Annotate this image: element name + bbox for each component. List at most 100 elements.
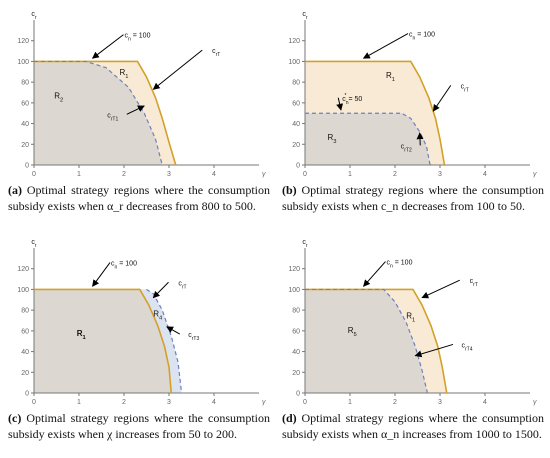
- label-arrow: [362, 33, 409, 59]
- boundary-orange: [34, 288, 173, 394]
- label-arrow: [92, 262, 111, 287]
- boundary-orange: [34, 60, 177, 166]
- y-tick-label: 80: [292, 80, 300, 87]
- region-inner-fill: [34, 289, 172, 393]
- x-tick-label: 4: [483, 171, 487, 178]
- caption-b: (b) Optimal strategy regions where the c…: [282, 182, 544, 214]
- y-tick-label: 100: [17, 59, 29, 66]
- y-axis-label: cr: [31, 11, 37, 21]
- label-arrow: [414, 343, 454, 358]
- y-tick-label: 0: [296, 391, 300, 398]
- region-label: R1: [386, 71, 395, 83]
- boundary-blue-dashed: [305, 112, 431, 166]
- curve-label: cn = 100: [409, 32, 435, 42]
- y-tick-label: 60: [21, 100, 29, 107]
- x-axis-label: γ: [262, 171, 266, 178]
- x-tick-label: 1: [348, 399, 352, 406]
- label-arrow: [421, 279, 460, 299]
- label-arrow: [126, 105, 145, 115]
- y-tick-label: 0: [25, 163, 29, 170]
- x-tick-label: 3: [438, 171, 442, 178]
- y-tick-label: 80: [21, 308, 29, 315]
- boundary-blue-dashed: [34, 60, 163, 166]
- y-tick-label: 120: [288, 38, 300, 45]
- region-label: R5: [348, 326, 357, 338]
- y-tick-label: 0: [25, 391, 29, 398]
- y-tick-label: 60: [292, 100, 300, 107]
- x-tick-label: 0: [303, 399, 307, 406]
- x-tick-label: 1: [77, 171, 81, 178]
- boundary-blue-dashed: [305, 288, 428, 394]
- y-tick-label: 0: [296, 163, 300, 170]
- caption-c-text: Optimal strategy regions where the consu…: [8, 411, 270, 441]
- y-axis-label: cr: [302, 11, 308, 21]
- caption-b-text: Optimal strategy regions where the consu…: [282, 183, 544, 213]
- label-arrow: [152, 281, 169, 299]
- caption-d-text: Optimal strategy regions where the consu…: [282, 411, 544, 441]
- caption-d-tag: (d): [282, 411, 297, 425]
- curve-label: crT3: [188, 332, 199, 342]
- region-label: R1: [120, 68, 129, 80]
- y-tick-label: 20: [292, 370, 300, 377]
- curve-label: cn = 100: [387, 260, 413, 270]
- curve-label: cn = 100: [125, 33, 151, 43]
- y-tick-label: 20: [21, 142, 29, 149]
- x-tick-label: 1: [77, 399, 81, 406]
- y-tick-label: 60: [292, 328, 300, 335]
- curve-label: crT2: [401, 143, 412, 153]
- y-axis-label: cr: [302, 239, 308, 249]
- label-arrow: [91, 34, 124, 59]
- caption-c: (c) Optimal strategy regions where the c…: [8, 410, 270, 442]
- y-tick-label: 80: [21, 80, 29, 87]
- y-tick-label: 120: [17, 38, 29, 45]
- y-tick-label: 40: [292, 349, 300, 356]
- region-label: R4: [153, 309, 163, 321]
- caption-a: (a) Optimal strategy regions where the c…: [8, 182, 270, 214]
- x-axis-label: γ: [262, 399, 266, 406]
- caption-d: (d) Optimal strategy regions where the c…: [282, 410, 544, 442]
- x-axis-label: γ: [533, 399, 537, 406]
- x-tick-label: 2: [122, 399, 126, 406]
- label-arrow: [166, 326, 180, 335]
- boundary-orange: [305, 288, 448, 394]
- x-tick-label: 2: [393, 171, 397, 178]
- curve-label: crT: [178, 280, 186, 290]
- region-label: R2: [54, 92, 63, 104]
- x-tick-label: 1: [348, 171, 352, 178]
- curve-label: crT: [212, 48, 220, 58]
- x-tick-label: 0: [303, 171, 307, 178]
- boundary-blue-dashed: [146, 288, 183, 394]
- region-label: R3: [328, 133, 337, 145]
- y-tick-label: 100: [288, 59, 300, 66]
- x-tick-label: 4: [483, 399, 487, 406]
- curve-label: cn = 100: [111, 261, 137, 271]
- x-tick-label: 4: [212, 399, 216, 406]
- x-tick-label: 4: [212, 171, 216, 178]
- y-axis-label: cr: [31, 239, 37, 249]
- curve-label: cn* = 50: [342, 93, 362, 106]
- x-tick-label: 2: [393, 399, 397, 406]
- region-label: R1: [77, 329, 87, 341]
- region-inner-fill: [305, 289, 428, 393]
- curve-label: crT4: [461, 342, 472, 352]
- y-tick-label: 100: [17, 287, 29, 294]
- curve-label: crT: [461, 83, 469, 93]
- label-arrow: [336, 97, 344, 111]
- y-tick-label: 40: [292, 121, 300, 128]
- region-inner-fill: [305, 113, 431, 165]
- x-tick-label: 3: [438, 399, 442, 406]
- region-label: R1: [406, 311, 415, 323]
- x-tick-label: 0: [32, 399, 36, 406]
- y-tick-label: 60: [21, 328, 29, 335]
- boundary-orange: [305, 60, 446, 166]
- x-axis-label: γ: [533, 171, 537, 178]
- x-tick-label: 3: [167, 399, 171, 406]
- caption-a-text: Optimal strategy regions where the consu…: [8, 183, 270, 213]
- region-inner-fill: [34, 61, 163, 165]
- y-tick-label: 100: [288, 287, 300, 294]
- curve-label: crT: [470, 278, 478, 288]
- curve-label: crT1: [107, 112, 118, 122]
